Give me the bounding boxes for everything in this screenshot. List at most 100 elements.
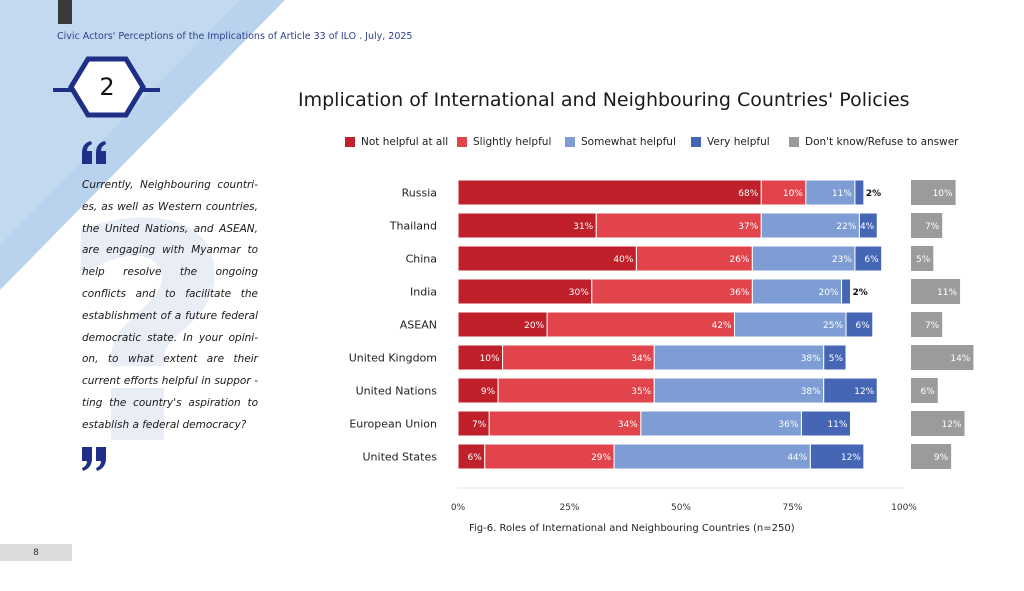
data-label: 6%: [920, 387, 935, 397]
data-label: 35%: [631, 387, 651, 397]
legend-label: Very helpful: [707, 136, 770, 148]
legend-swatch: [691, 137, 701, 147]
data-label: 42%: [712, 321, 732, 331]
data-label: 5%: [829, 354, 844, 364]
bar-slightly-helpful: [546, 311, 736, 338]
category-label: European Union: [349, 418, 437, 431]
bar-somewhat-helpful: [613, 443, 811, 470]
category-label: United Kingdom: [349, 352, 437, 365]
bar-very-helpful: [823, 344, 847, 371]
data-label: 34%: [631, 354, 651, 364]
data-label: 30%: [569, 288, 589, 298]
bar-slightly-helpful: [484, 443, 615, 470]
data-label: 12%: [942, 420, 962, 430]
bar-dont-know: [911, 444, 952, 469]
legend-item-slightly-helpful: Slightly helpful: [457, 136, 551, 148]
legend-swatch: [565, 137, 575, 147]
data-label: 6%: [467, 453, 482, 463]
x-tick-label: 75%: [782, 503, 802, 513]
data-label: 2%: [852, 288, 867, 298]
data-label: 14%: [950, 354, 970, 364]
data-label: 12%: [854, 387, 874, 397]
category-label: India: [410, 286, 437, 299]
category-label: Thailand: [389, 220, 437, 233]
bar-dont-know: [911, 180, 956, 205]
x-tick-label: 25%: [559, 503, 579, 513]
bar-somewhat-helpful: [805, 179, 856, 206]
bar-somewhat-helpful: [653, 344, 825, 371]
bar-not-helpful: [457, 245, 637, 272]
bar-dont-know: [911, 378, 938, 403]
data-label: 38%: [801, 354, 821, 364]
data-label: 10%: [783, 189, 803, 199]
section-number: 2: [99, 73, 115, 101]
bar-somewhat-helpful: [653, 377, 825, 404]
bar-somewhat-helpful: [751, 278, 843, 305]
data-label: 10%: [933, 189, 953, 199]
legend-label: Somewhat helpful: [581, 136, 676, 148]
x-tick-label: 50%: [671, 503, 691, 513]
category-label: United Nations: [356, 385, 438, 398]
legend-label: Not helpful at all: [361, 136, 449, 148]
data-label: 7%: [925, 222, 940, 232]
bar-not-helpful: [457, 377, 499, 404]
data-label: 9%: [934, 453, 949, 463]
data-label: 37%: [738, 222, 758, 232]
legend-label: Don't know/Refuse to answer: [805, 136, 959, 148]
data-label: 31%: [573, 222, 593, 232]
bar-dont-know: [911, 312, 943, 337]
document-title: Civic Actors' Perceptions of the Implica…: [57, 31, 413, 42]
legend-item-dont-know: Don't know/Refuse to answer: [789, 136, 959, 148]
data-label: 5%: [916, 255, 931, 265]
header-tab: [58, 0, 72, 24]
bar-very-helpful: [845, 311, 874, 338]
data-label: 36%: [729, 288, 749, 298]
data-label: 68%: [738, 189, 758, 199]
data-label: 20%: [819, 288, 839, 298]
data-label: 25%: [823, 321, 843, 331]
data-label: 10%: [480, 354, 500, 364]
legend-item-very-helpful: Very helpful: [691, 136, 770, 148]
data-label: 9%: [481, 387, 496, 397]
bar-very-helpful: [800, 410, 851, 437]
data-label: 26%: [729, 255, 749, 265]
data-label: 6%: [855, 321, 870, 331]
legend-swatch: [457, 137, 467, 147]
legend-item-somewhat-helpful: Somewhat helpful: [565, 136, 676, 148]
bar-very-helpful: [854, 245, 883, 272]
category-label: China: [406, 253, 437, 266]
bar-dont-know: [911, 279, 961, 304]
bar-dont-know: [911, 411, 965, 436]
category-label: United States: [363, 451, 438, 464]
bar-not-helpful: [457, 344, 504, 371]
data-label: 2%: [866, 189, 881, 199]
data-label: 11%: [827, 420, 847, 430]
bar-dont-know: [911, 246, 934, 271]
chart-title: Implication of International and Neighbo…: [298, 89, 910, 111]
data-label: 38%: [801, 387, 821, 397]
bar-somewhat-helpful: [640, 410, 802, 437]
data-label: 29%: [591, 453, 611, 463]
bar-not-helpful: [457, 311, 548, 338]
bar-not-helpful: [457, 410, 490, 437]
bar-dont-know: [911, 213, 943, 238]
bar-somewhat-helpful: [760, 212, 860, 239]
bar-not-helpful: [457, 179, 762, 206]
data-label: 11%: [937, 288, 957, 298]
data-label: 36%: [778, 420, 798, 430]
open-quote-icon: [82, 141, 106, 164]
bar-slightly-helpful: [591, 278, 753, 305]
data-label: 11%: [832, 189, 852, 199]
quote-text: Currently, Neighbouring countri-es, as w…: [82, 179, 258, 431]
data-label: 20%: [524, 321, 544, 331]
x-tick-label: 0%: [451, 503, 466, 513]
category-label: Russia: [402, 187, 437, 200]
legend-label: Slightly helpful: [473, 136, 552, 148]
bar-very-helpful: [858, 212, 878, 239]
figure-caption: Fig-6. Roles of International and Neighb…: [469, 523, 795, 534]
close-quote-icon: [82, 447, 106, 471]
data-label: 4%: [860, 222, 875, 232]
